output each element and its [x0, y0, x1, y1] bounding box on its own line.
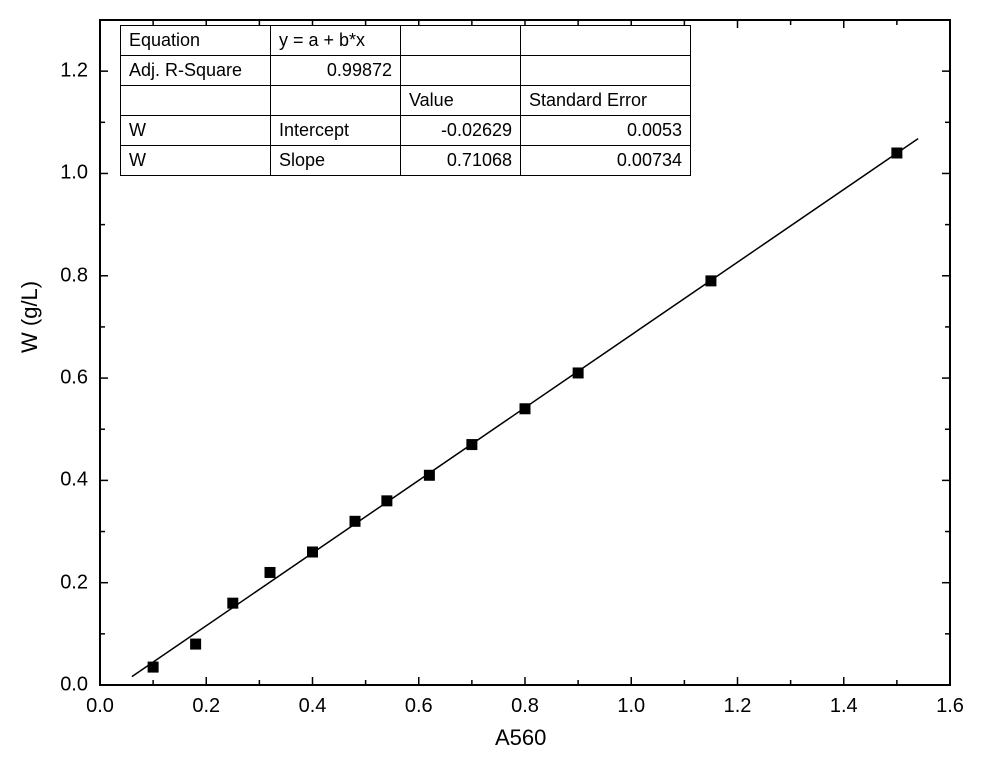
x-tick-label: 1.0 — [617, 695, 645, 718]
y-tick-label: 0.6 — [60, 367, 88, 390]
y-tick-label: 0.8 — [60, 264, 88, 287]
data-point — [265, 567, 276, 578]
table-cell: y = a + b*x — [271, 26, 401, 56]
table-cell — [401, 56, 521, 86]
table-cell: Intercept — [271, 116, 401, 146]
x-tick-label: 0.4 — [299, 695, 327, 718]
x-tick-label: 0.0 — [86, 695, 114, 718]
regression-table: Equationy = a + b*xAdj. R-Square0.99872V… — [120, 25, 691, 176]
y-tick-label: 0.4 — [60, 469, 88, 492]
y-tick-label: 0.2 — [60, 571, 88, 594]
data-point — [148, 662, 159, 673]
table-cell: 0.99872 — [271, 56, 401, 86]
table-row: Adj. R-Square0.99872 — [121, 56, 691, 86]
x-tick-label: 0.2 — [192, 695, 220, 718]
table-cell: Equation — [121, 26, 271, 56]
table-cell — [401, 26, 521, 56]
table-row: Equationy = a + b*x — [121, 26, 691, 56]
table-cell: Value — [401, 86, 521, 116]
table-cell: W — [121, 146, 271, 176]
y-tick-label: 1.2 — [60, 60, 88, 83]
data-point — [573, 367, 584, 378]
table-row: ValueStandard Error — [121, 86, 691, 116]
x-tick-label: 0.6 — [405, 695, 433, 718]
table-cell — [521, 56, 691, 86]
data-point — [350, 516, 361, 527]
y-axis-label: W (g/L) — [17, 280, 43, 352]
table-cell — [121, 86, 271, 116]
data-point — [381, 495, 392, 506]
y-tick-label: 1.0 — [60, 162, 88, 185]
x-tick-label: 1.2 — [724, 695, 752, 718]
table-cell: Standard Error — [521, 86, 691, 116]
table-cell: 0.0053 — [521, 116, 691, 146]
table-cell: Adj. R-Square — [121, 56, 271, 86]
x-tick-label: 0.8 — [511, 695, 539, 718]
table-cell: 0.00734 — [521, 146, 691, 176]
data-point — [307, 547, 318, 558]
data-point — [190, 639, 201, 650]
data-point — [891, 148, 902, 159]
x-tick-label: 1.6 — [936, 695, 964, 718]
table-cell: -0.02629 — [401, 116, 521, 146]
data-point — [466, 439, 477, 450]
table-cell — [271, 86, 401, 116]
x-tick-label: 1.4 — [830, 695, 858, 718]
table-row: WSlope0.710680.00734 — [121, 146, 691, 176]
table-cell: 0.71068 — [401, 146, 521, 176]
table-cell: Slope — [271, 146, 401, 176]
data-point — [227, 598, 238, 609]
table-row: WIntercept-0.026290.0053 — [121, 116, 691, 146]
chart-canvas: 0.0 0.2 0.4 0.6 0.8 1.0 1.2 1.4 1.6 0.0 0.2 0.4 0.6 0… — [0, 0, 1000, 763]
data-point — [520, 403, 531, 414]
table-cell — [521, 26, 691, 56]
x-axis-label: A560 — [495, 725, 546, 751]
y-tick-label: 0.0 — [60, 674, 88, 697]
data-point — [424, 470, 435, 481]
table-cell: W — [121, 116, 271, 146]
data-point — [705, 275, 716, 286]
